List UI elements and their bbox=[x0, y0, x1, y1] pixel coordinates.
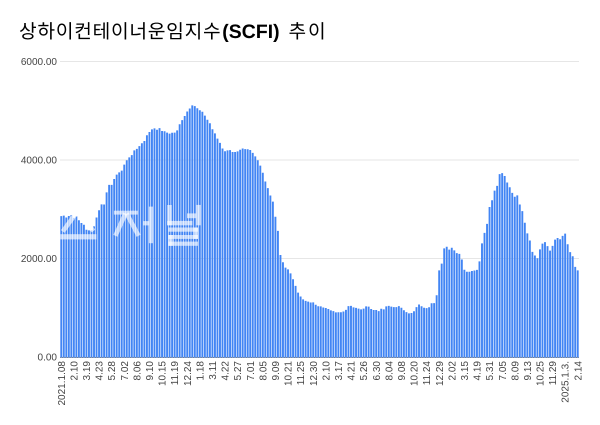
svg-text:11.29: 11.29 bbox=[548, 361, 559, 386]
svg-text:5.31: 5.31 bbox=[485, 361, 496, 381]
svg-text:8.05: 8.05 bbox=[258, 361, 269, 381]
svg-text:3.11: 3.11 bbox=[208, 361, 219, 380]
svg-text:5.28: 5.28 bbox=[107, 361, 118, 381]
svg-text:4000.00: 4000.00 bbox=[21, 156, 58, 167]
svg-text:7.05: 7.05 bbox=[498, 361, 509, 381]
svg-text:12.30: 12.30 bbox=[309, 361, 320, 386]
svg-text:7.01: 7.01 bbox=[246, 361, 257, 381]
svg-text:3.17: 3.17 bbox=[334, 361, 345, 381]
svg-text:3.15: 3.15 bbox=[460, 361, 471, 381]
svg-text:2.14: 2.14 bbox=[573, 361, 584, 381]
svg-text:8.04: 8.04 bbox=[384, 361, 395, 381]
svg-text:4.21: 4.21 bbox=[347, 361, 358, 381]
svg-text:2000.00: 2000.00 bbox=[21, 254, 58, 265]
svg-text:5.26: 5.26 bbox=[359, 361, 370, 381]
svg-text:11.25: 11.25 bbox=[296, 361, 307, 386]
svg-text:2021.1.08: 2021.1.08 bbox=[57, 361, 68, 406]
svg-text:4.23: 4.23 bbox=[95, 361, 106, 381]
svg-text:10.20: 10.20 bbox=[410, 361, 421, 386]
svg-text:8.09: 8.09 bbox=[510, 361, 521, 381]
svg-text:12.29: 12.29 bbox=[435, 361, 446, 386]
svg-text:10.15: 10.15 bbox=[158, 361, 169, 386]
svg-text:9.10: 9.10 bbox=[145, 361, 156, 381]
svg-text:9.08: 9.08 bbox=[397, 361, 408, 381]
svg-text:10.25: 10.25 bbox=[536, 361, 547, 386]
svg-text:9.13: 9.13 bbox=[523, 361, 534, 381]
svg-text:2.10: 2.10 bbox=[321, 361, 332, 381]
svg-text:6.30: 6.30 bbox=[372, 361, 383, 381]
svg-text:4.19: 4.19 bbox=[473, 361, 484, 381]
svg-text:11.24: 11.24 bbox=[422, 361, 433, 386]
svg-text:7.02: 7.02 bbox=[120, 361, 131, 381]
svg-text:3.19: 3.19 bbox=[82, 361, 93, 381]
svg-text:1.18: 1.18 bbox=[195, 361, 206, 381]
svg-text:12.24: 12.24 bbox=[183, 361, 194, 386]
svg-text:8.06: 8.06 bbox=[132, 361, 143, 381]
svg-text:11.19: 11.19 bbox=[170, 361, 181, 386]
svg-text:4.22: 4.22 bbox=[221, 361, 232, 381]
svg-text:2.02: 2.02 bbox=[447, 361, 458, 381]
svg-text:0.00: 0.00 bbox=[38, 353, 58, 364]
svg-text:10.21: 10.21 bbox=[284, 361, 295, 386]
svg-text:5.27: 5.27 bbox=[233, 361, 244, 381]
svg-text:6000.00: 6000.00 bbox=[21, 57, 58, 68]
svg-text:9.09: 9.09 bbox=[271, 361, 282, 381]
svg-text:2025.1.3.: 2025.1.3. bbox=[561, 361, 572, 403]
svg-text:2.10: 2.10 bbox=[69, 361, 80, 381]
